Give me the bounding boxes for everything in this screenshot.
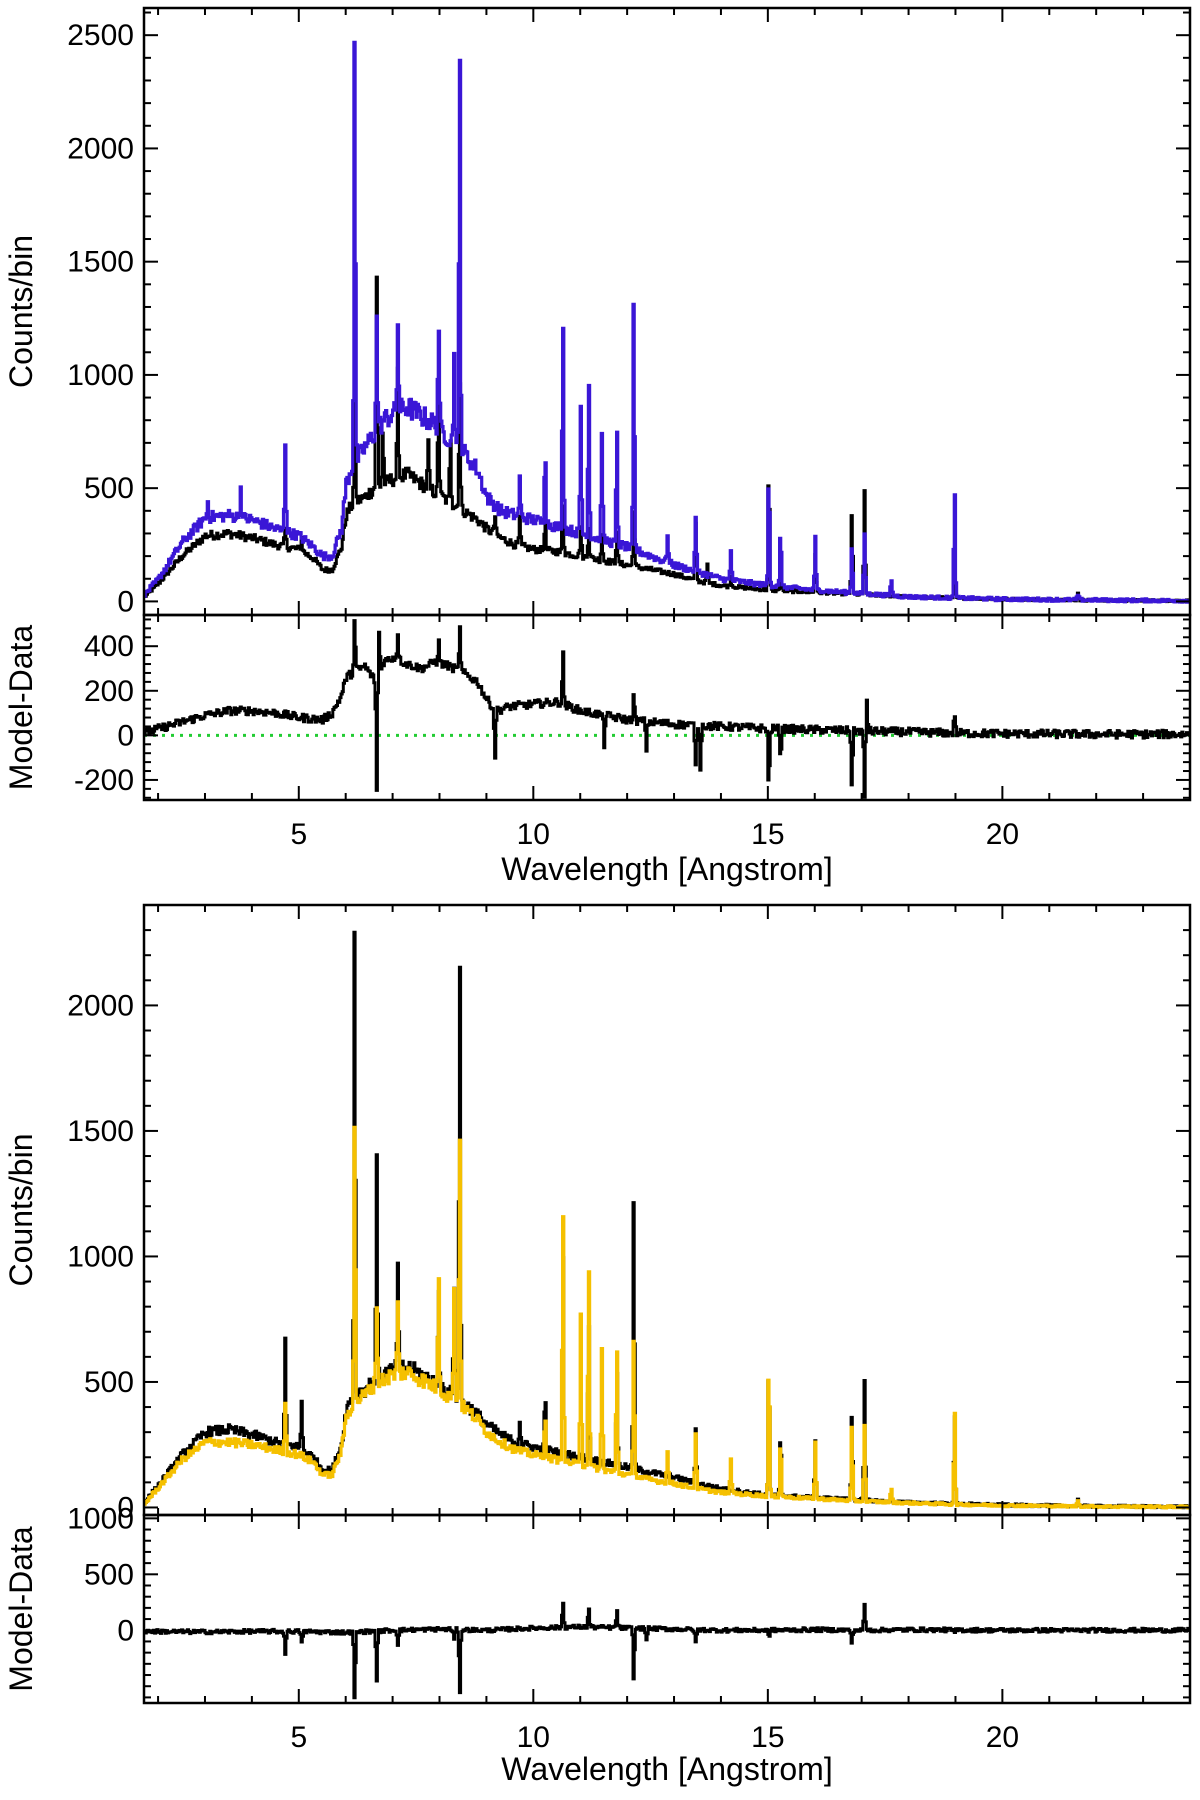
- y-tick-label: 2000: [67, 989, 134, 1022]
- y-tick-label: 2500: [67, 19, 134, 52]
- x-tick-label: 5: [290, 818, 307, 851]
- y-tick-label: 1500: [67, 246, 134, 279]
- y-tick-label: 0: [117, 719, 134, 752]
- bottom-spectrum-series-0-line: [144, 930, 1190, 1510]
- y-tick-label: 1000: [67, 359, 134, 392]
- top-residual-series-0-line: [144, 619, 1190, 799]
- x-tick-label: 20: [986, 818, 1019, 851]
- bottom-residual-series-0-line: [144, 1601, 1190, 1700]
- y-tick-label: 500: [84, 1558, 134, 1591]
- y-tick-label: 0: [117, 1614, 134, 1647]
- top-residual-x-axis-title: Wavelength [Angstrom]: [501, 851, 832, 887]
- y-tick-label: -200: [74, 764, 134, 797]
- top-spectrum-y-axis-title: Counts/bin: [3, 235, 39, 388]
- y-tick-label: 200: [84, 675, 134, 708]
- y-tick-label: 2000: [67, 132, 134, 165]
- bottom-spectrum-y-axis-title: Counts/bin: [3, 1134, 39, 1287]
- y-tick-label: 1500: [67, 1115, 134, 1148]
- y-tick-label: 0: [117, 1491, 134, 1524]
- x-tick-label: 5: [290, 1721, 307, 1754]
- top-spectrum-panel: 0 500 1000 1500 2000 2500 Counts/bin: [3, 6, 1192, 618]
- y-tick-label: 500: [84, 1366, 134, 1399]
- y-tick-label: 1000: [67, 1240, 134, 1273]
- bottom-residual-x-axis-title: Wavelength [Angstrom]: [501, 1751, 832, 1787]
- top-residual-panel: 5 10 15 20 -200 0 200 400 Model-Data Wavelength […: [3, 613, 1192, 887]
- x-tick-label: 15: [751, 818, 784, 851]
- bottom-spectrum-panel: 0 500 1000 1500 2000 Counts/bin: [3, 903, 1192, 1524]
- x-tick-label: 10: [517, 1721, 550, 1754]
- y-tick-label: 1000: [67, 1502, 134, 1535]
- bottom-spectrum-series-1-line: [144, 1125, 1190, 1510]
- top-spectrum-frame: [142, 6, 1192, 617]
- x-tick-label: 15: [751, 1721, 784, 1754]
- x-tick-label: 10: [517, 818, 550, 851]
- y-tick-label: 500: [84, 472, 134, 505]
- top-spectrum-series-1-line: [144, 40, 1190, 604]
- x-tick-label: 20: [986, 1721, 1019, 1754]
- bottom-residual-frame: [142, 1513, 1192, 1705]
- y-tick-label: 400: [84, 630, 134, 663]
- y-tick-label: 0: [117, 585, 134, 618]
- bottom-residual-y-axis-title: Model-Data: [3, 1526, 39, 1692]
- top-residual-y-axis-title: Model-Data: [3, 625, 39, 791]
- bottom-residual-panel: 5 10 15 20 0 500 1000 Model-Data Wavelength [Ang…: [3, 1502, 1192, 1787]
- top-residual-frame: [142, 613, 1192, 802]
